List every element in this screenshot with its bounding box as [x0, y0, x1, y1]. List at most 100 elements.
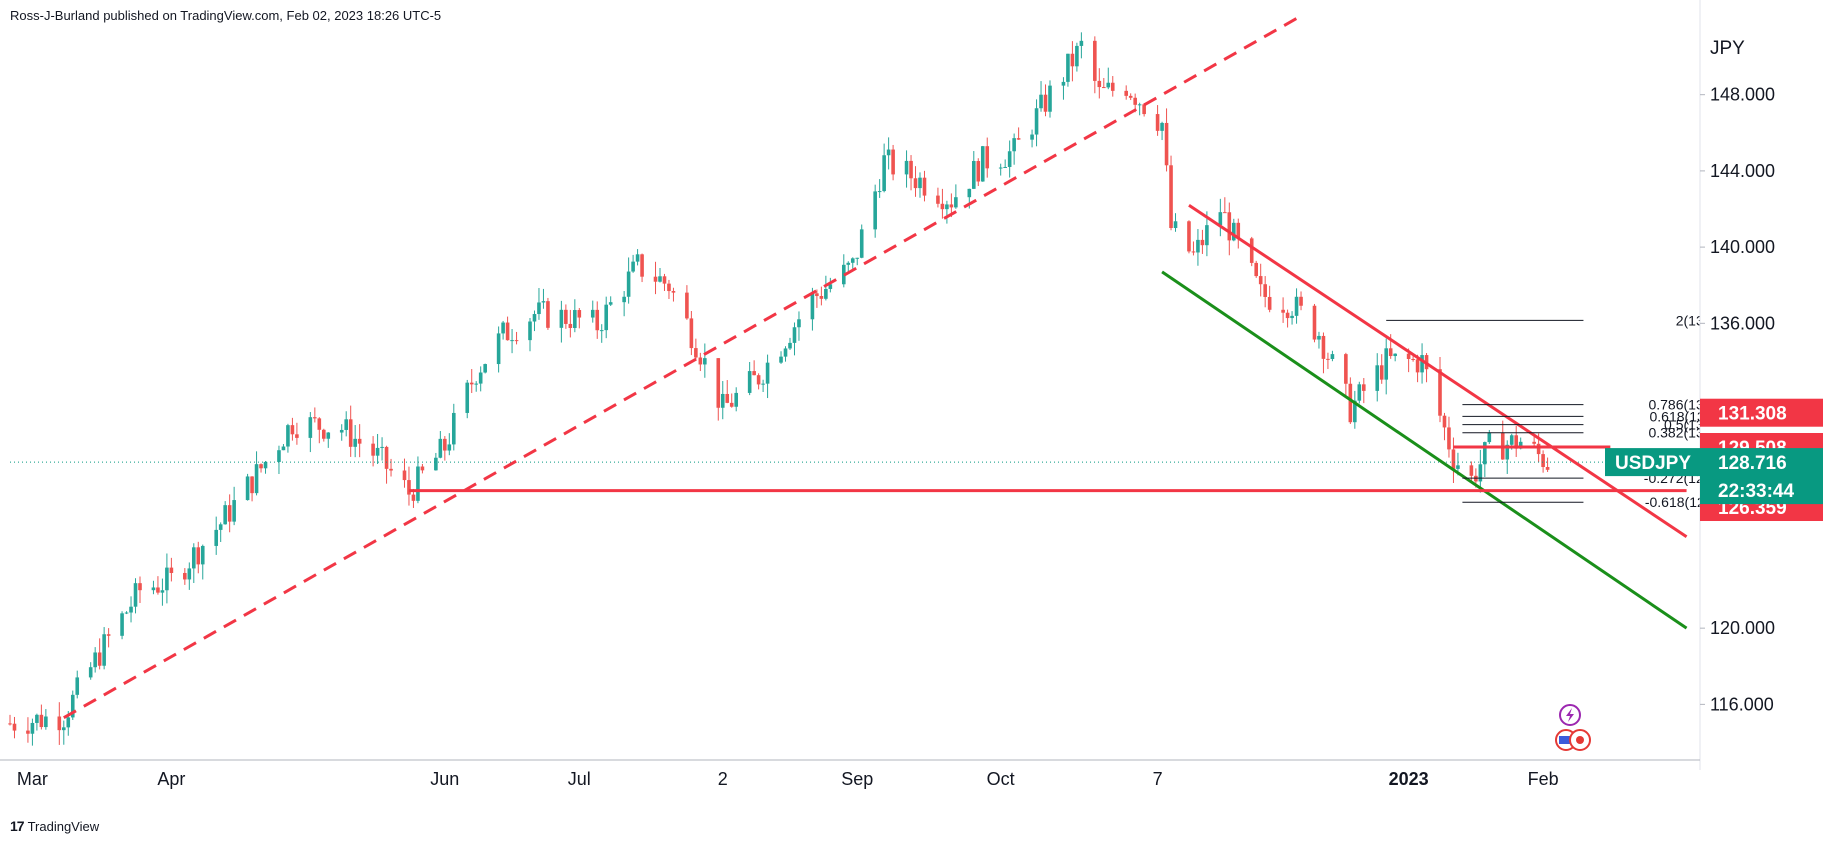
- candle-body-2022-12-08: [1294, 296, 1299, 316]
- candle-body-2022-05-19: [384, 446, 389, 469]
- candle-body-2022-09-19: [936, 195, 940, 204]
- candle-body-2022-04-05: [187, 568, 192, 580]
- y-tick-label-116.000: 116.000: [1710, 694, 1774, 714]
- candle-body-2023-01-19: [1483, 442, 1487, 465]
- candle-body-2022-09-06: [877, 191, 882, 193]
- candle-body-2022-03-11: [75, 677, 80, 695]
- footer: 17 TradingView: [10, 818, 99, 834]
- candle-body-2022-06-03: [451, 412, 456, 445]
- candle-body-2022-12-22: [1357, 384, 1362, 401]
- candle-body-2022-03-18: [106, 634, 111, 636]
- candle-body-2022-03-23: [129, 606, 133, 613]
- x-tick-label-5: 2: [718, 769, 728, 789]
- lightning-icon[interactable]: [1559, 704, 1581, 726]
- candle-body-2022-09-22: [949, 204, 954, 208]
- candle-body-2022-11-01: [1128, 95, 1133, 98]
- candle-body-2022-08-31: [850, 258, 855, 263]
- candle-body-2022-12-19: [1344, 354, 1348, 384]
- candle-body-2022-12-20: [1348, 383, 1353, 423]
- candle-body-2022-05-20: [389, 468, 393, 471]
- candle-body-2022-11-24: [1231, 222, 1236, 241]
- candle-body-2022-04-01: [169, 567, 174, 573]
- candle-body-2023-01-05: [1420, 355, 1424, 373]
- x-tick-label-9: 2023: [1389, 769, 1429, 789]
- candle-body-2022-09-23: [954, 197, 958, 208]
- candle-body-2022-03-14: [88, 667, 93, 678]
- candle-body-2022-09-28: [976, 161, 981, 182]
- candle-body-2022-08-18: [792, 327, 797, 343]
- candle-body-2022-08-08: [747, 371, 752, 393]
- candle-body-2022-12-15: [1326, 358, 1330, 360]
- candle-body-2022-06-13: [496, 333, 501, 365]
- candle-body-2022-05-25: [411, 494, 416, 501]
- current-price-tag-bg: [1700, 448, 1823, 505]
- candle-body-2022-02-24: [8, 723, 12, 725]
- price-axis-bg: [1700, 0, 1823, 770]
- candle-body-2022-03-01: [30, 722, 35, 734]
- candle-body-2022-06-20: [528, 321, 532, 341]
- candle-body-2022-10-31: [1124, 90, 1129, 96]
- candle-body-2022-09-15: [918, 177, 922, 189]
- candle-body-2022-10-18: [1066, 53, 1070, 82]
- jp-flag-disc: [1576, 736, 1584, 744]
- candle-body-2022-09-05: [873, 191, 877, 230]
- candle-body-2022-09-02: [859, 229, 864, 258]
- candle-body-2022-03-22: [124, 612, 129, 614]
- candle-body-2023-01-11: [1447, 427, 1451, 450]
- candle-body-2022-07-11: [622, 296, 626, 303]
- candle-body-2022-08-03: [725, 393, 730, 403]
- candle-body-2022-10-28: [1110, 82, 1115, 91]
- candle-body-2022-11-03: [1137, 104, 1142, 106]
- candle-body-2022-10-04: [1003, 166, 1007, 168]
- candle-body-2022-04-12: [218, 524, 223, 530]
- candle-body-2022-06-27: [559, 309, 564, 328]
- candle-body-2022-08-22: [810, 293, 815, 320]
- candle-body-2022-09-08: [886, 149, 891, 156]
- candle-body-2022-06-01: [443, 438, 447, 451]
- candle-body-2022-08-23: [815, 293, 819, 297]
- candle-body-2022-06-23: [541, 301, 546, 303]
- y-tick-label-140.000: 140.000: [1710, 237, 1775, 257]
- candle-body-2022-08-19: [797, 319, 801, 328]
- candle-body-2022-08-25: [824, 288, 828, 299]
- candle-body-2023-01-24: [1505, 444, 1510, 460]
- candle-body-2023-02-01: [1541, 454, 1545, 467]
- price-tag-1: 131.308: [1718, 404, 1787, 425]
- y-tick-label-144.000: 144.000: [1710, 161, 1775, 181]
- x-tick-label-3: Jun: [430, 769, 459, 789]
- candle-body-2022-12-14: [1321, 335, 1326, 359]
- candle-body-2022-04-18: [245, 476, 250, 501]
- candle-body-2022-08-15: [779, 356, 783, 363]
- footer-brand: TradingView: [27, 818, 100, 834]
- candle-body-2022-11-25: [1236, 222, 1241, 239]
- trend-line-1[interactable]: [63, 17, 1298, 720]
- candle-body-2022-07-13: [631, 261, 635, 272]
- trend-line-3[interactable]: [1161, 270, 1688, 630]
- candle-body-2022-07-25: [685, 292, 689, 319]
- trend-line-2[interactable]: [1188, 203, 1688, 538]
- x-tick-label-6: Sep: [841, 769, 873, 789]
- candle-body-2022-07-01: [577, 310, 582, 318]
- candle-body-2022-08-01: [716, 358, 721, 408]
- candle-body-2023-01-13: [1456, 465, 1460, 469]
- candle-body-2022-02-28: [26, 730, 30, 734]
- candle-body-2022-06-22: [537, 302, 541, 315]
- candle-body-2022-12-30: [1393, 353, 1397, 357]
- candle-body-2022-12-06: [1285, 312, 1290, 319]
- candle-body-2022-05-16: [371, 443, 375, 456]
- candle-body-2022-06-24: [546, 301, 550, 328]
- candle-body-2022-11-07: [1155, 114, 1160, 131]
- currency-label: JPY: [1710, 38, 1745, 59]
- candle-body-2022-05-30: [434, 457, 438, 471]
- candle-body-2022-11-29: [1254, 262, 1259, 277]
- candle-body-2022-09-26: [967, 188, 972, 198]
- candle-body-2022-04-29: [295, 434, 299, 438]
- candle-body-2022-04-08: [200, 545, 205, 565]
- candle-body-2022-04-13: [223, 505, 227, 525]
- candle-body-2022-08-30: [846, 262, 851, 265]
- candle-body-2022-08-11: [761, 383, 765, 385]
- candle-body-2022-05-13: [357, 438, 362, 444]
- candle-body-2022-08-05: [734, 392, 739, 407]
- candle-body-2022-04-25: [277, 450, 281, 462]
